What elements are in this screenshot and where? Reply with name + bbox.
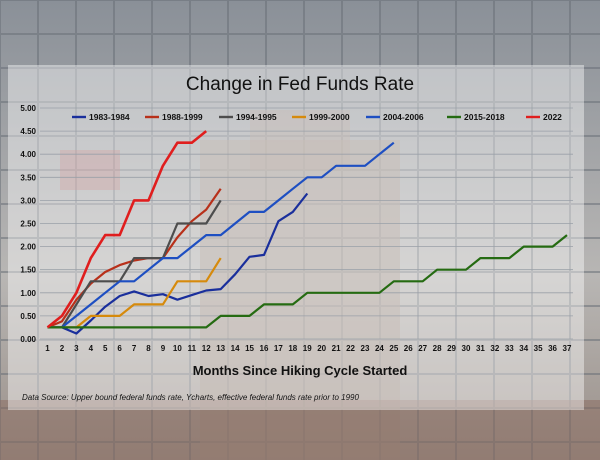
x-tick-label: 9 <box>161 344 166 353</box>
x-tick-label: 33 <box>505 344 514 353</box>
legend-label: 2004-2006 <box>383 112 424 122</box>
y-tick-label: 1.00 <box>20 289 36 298</box>
x-axis-label: Months Since Hiking Cycle Started <box>192 363 408 378</box>
x-tick-label: 31 <box>476 344 485 353</box>
x-tick-label: 20 <box>317 344 326 353</box>
legend-label: 1983-1984 <box>89 112 130 122</box>
source-note: Data Source: Upper bound federal funds r… <box>22 393 359 402</box>
series-line-2022 <box>46 130 208 329</box>
x-tick-label: 28 <box>433 344 442 353</box>
x-tick-label: 3 <box>74 344 79 353</box>
x-tick-label: 37 <box>563 344 572 353</box>
x-tick-label: 13 <box>216 344 225 353</box>
legend-label: 1994-1995 <box>236 112 277 122</box>
x-tick-label: 10 <box>173 344 182 353</box>
y-tick-label: 2.50 <box>20 220 36 229</box>
series-line-1994-1995 <box>47 199 222 329</box>
x-tick-label: 25 <box>389 344 398 353</box>
x-tick-label: 15 <box>245 344 254 353</box>
y-tick-label: 0.00 <box>20 335 36 344</box>
x-tick-label: 29 <box>447 344 456 353</box>
x-tick-label: 22 <box>346 344 355 353</box>
axes: 0.00 0.50 1.00 1.50 2.00 2.50 3.00 3.50 4.00 4.50… <box>20 104 572 353</box>
x-tick-label: 5 <box>103 344 108 353</box>
x-tick-label: 12 <box>202 344 211 353</box>
x-tick-label: 14 <box>231 344 240 353</box>
x-tick-label: 1 <box>45 344 50 353</box>
x-tick-label: 19 <box>303 344 312 353</box>
legend-label: 1988-1999 <box>162 112 203 122</box>
y-tick-label: 5.00 <box>20 104 36 113</box>
x-tick-label: 2 <box>60 344 65 353</box>
y-tick-label: 3.00 <box>20 196 36 205</box>
y-tick-label: 4.00 <box>20 150 36 159</box>
legend-label: 2022 <box>543 112 562 122</box>
chart-title: Change in Fed Funds Rate <box>185 74 415 95</box>
x-tick-label: 16 <box>260 344 269 353</box>
x-tick-label: 17 <box>274 344 283 353</box>
x-tick-label: 27 <box>418 344 427 353</box>
series-line-2015-2018 <box>47 234 568 329</box>
legend: 1983-1984 1988-1999 1994-1995 1999-2000 2004… <box>72 112 562 122</box>
x-tick-label: 23 <box>361 344 370 353</box>
y-tick-label: 3.50 <box>20 173 36 182</box>
x-tick-label: 4 <box>89 344 94 353</box>
x-tick-label: 11 <box>188 344 197 353</box>
x-tick-label: 30 <box>462 344 471 353</box>
x-tick-label: 26 <box>404 344 413 353</box>
legend-label: 1999-2000 <box>309 112 350 122</box>
x-tick-label: 35 <box>534 344 543 353</box>
x-tick-label: 6 <box>117 344 122 353</box>
x-tick-label: 21 <box>332 344 341 353</box>
x-tick-label: 24 <box>375 344 384 353</box>
x-tick-label: 18 <box>288 344 297 353</box>
series-lines <box>46 130 568 335</box>
x-tick-label: 7 <box>132 344 137 353</box>
x-tick-label: 32 <box>490 344 499 353</box>
series-line-1983-1984 <box>47 192 309 335</box>
y-tick-label: 1.50 <box>20 266 36 275</box>
y-tick-label: 4.50 <box>20 127 36 136</box>
x-tick-label: 36 <box>548 344 557 353</box>
y-tick-label: 2.00 <box>20 243 36 252</box>
y-tick-label: 0.50 <box>20 312 36 321</box>
series-line-2004-2006 <box>47 141 395 329</box>
x-tick-label: 8 <box>146 344 151 353</box>
x-tick-label: 34 <box>519 344 528 353</box>
legend-label: 2015-2018 <box>464 112 505 122</box>
series-line-1988-1999 <box>47 188 222 329</box>
